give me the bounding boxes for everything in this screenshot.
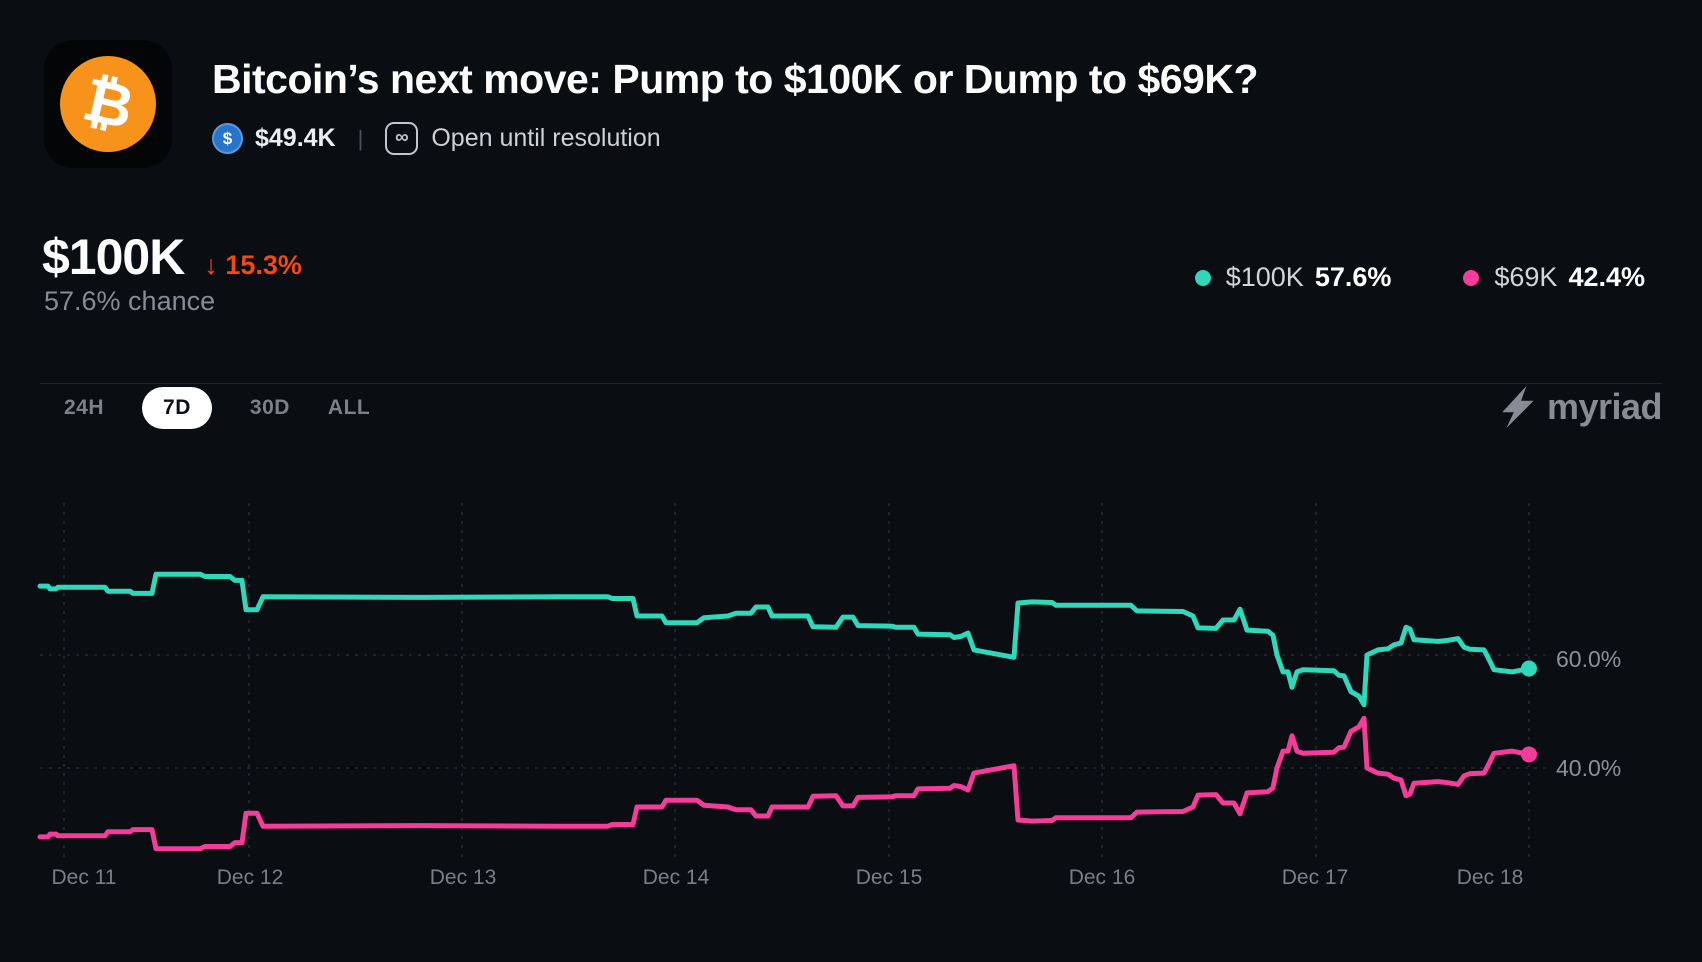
meta-separator: | <box>357 125 364 151</box>
range-tab-all[interactable]: ALL <box>327 396 371 419</box>
market-title: Bitcoin’s next move: Pump to $100K or Du… <box>212 56 1259 102</box>
range-tab-30d[interactable]: 30D <box>249 396 290 419</box>
outcome-summary: $100K ↓ 15.3% <box>42 228 302 286</box>
bitcoin-icon: ₿ <box>60 56 156 152</box>
x-axis-label-dec-17: Dec 17 <box>1281 866 1349 889</box>
x-axis-label-dec-12: Dec 12 <box>216 866 284 889</box>
myriad-brand: myriad <box>1499 386 1663 428</box>
x-axis-label-dec-18: Dec 18 <box>1456 866 1524 889</box>
outcome-label: $100K <box>42 229 185 285</box>
series-line-100k <box>37 571 1532 708</box>
legend-label: $100K <box>1225 262 1304 292</box>
x-axis-label-dec-15: Dec 15 <box>855 866 923 889</box>
chart-legend: $100K 57.6% $69K 42.4% <box>1194 262 1645 293</box>
usdc-icon: $ <box>212 123 243 154</box>
series-endpoint-dot <box>1521 746 1537 763</box>
x-axis-label-dec-13: Dec 13 <box>429 866 497 889</box>
chance-text: 57.6% chance <box>44 286 216 316</box>
price-chart-svg[interactable] <box>0 495 1702 865</box>
market-meta: $ $49.4K | ∞ Open until resolution <box>212 122 661 155</box>
brand-text: myriad <box>1546 386 1663 427</box>
series-endpoint-dot <box>1521 660 1537 677</box>
series-line-69k <box>37 715 1532 852</box>
legend-value: 57.6% <box>1314 262 1392 292</box>
myriad-bolt-icon <box>1502 386 1534 428</box>
y-axis-label-40: 40.0% <box>1556 755 1622 781</box>
link-icon: ∞ <box>385 122 419 155</box>
resolution-status: Open until resolution <box>431 124 661 152</box>
down-arrow-icon: ↓ <box>204 250 218 280</box>
market-image: ₿ <box>44 40 172 168</box>
legend-item-69k: $69K 42.4% <box>1463 262 1645 293</box>
price-change: ↓ 15.3% <box>204 250 302 280</box>
price-chart[interactable]: 60.0% 40.0% <box>0 495 1702 865</box>
y-axis-label-60: 60.0% <box>1556 646 1622 672</box>
x-axis-labels: Dec 11 Dec 12 Dec 13 Dec 14 Dec 15 Dec 16 Dec … <box>0 866 1702 894</box>
legend-dot-icon <box>1194 269 1211 286</box>
volume-value: $49.4K <box>255 124 336 152</box>
legend-value: 42.4% <box>1568 262 1645 292</box>
range-tab-7d[interactable]: 7D <box>142 387 212 429</box>
legend-dot-icon <box>1463 269 1480 286</box>
x-axis-label-dec-16: Dec 16 <box>1068 866 1136 889</box>
legend-item-100k: $100K 57.6% <box>1194 262 1392 293</box>
x-axis-label-dec-11: Dec 11 <box>51 866 117 889</box>
legend-label: $69K <box>1494 262 1558 292</box>
bitcoin-glyph: ₿ <box>76 64 140 144</box>
range-tab-24h[interactable]: 24H <box>64 396 105 419</box>
x-axis-label-dec-14: Dec 14 <box>642 866 710 889</box>
time-range-tabs: 24H 7D 30D ALL <box>64 387 370 429</box>
divider <box>40 383 1662 384</box>
